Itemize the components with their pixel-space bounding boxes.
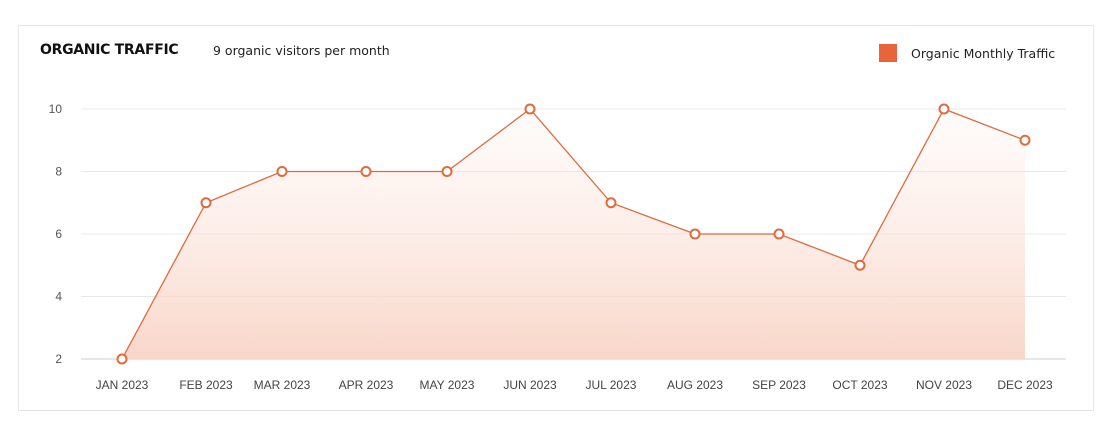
x-tick-label: APR 2023 bbox=[339, 378, 394, 392]
x-tick-label: AUG 2023 bbox=[667, 378, 723, 392]
y-tick-label: 4 bbox=[55, 290, 62, 304]
legend-swatch-icon bbox=[879, 44, 897, 62]
data-point-marker[interactable] bbox=[524, 103, 536, 115]
data-point-marker[interactable] bbox=[441, 166, 453, 177]
x-tick-label: NOV 2023 bbox=[916, 378, 972, 392]
x-tick-label: SEP 2023 bbox=[752, 378, 806, 392]
x-tick-label: JUN 2023 bbox=[503, 378, 557, 392]
data-point-marker[interactable] bbox=[854, 259, 866, 271]
x-tick-label: DEC 2023 bbox=[997, 378, 1053, 392]
y-tick-label: 8 bbox=[55, 165, 62, 179]
data-point-marker[interactable] bbox=[938, 103, 950, 115]
legend-label: Organic Monthly Traffic bbox=[911, 45, 1056, 61]
area-fill bbox=[122, 109, 1025, 359]
x-tick-label: MAY 2023 bbox=[420, 378, 475, 392]
data-point-marker[interactable] bbox=[773, 228, 785, 240]
x-tick-label: OCT 2023 bbox=[832, 378, 887, 392]
data-point-marker[interactable] bbox=[1019, 134, 1031, 146]
y-tick-label: 6 bbox=[55, 227, 62, 241]
x-tick-label: JAN 2023 bbox=[96, 378, 149, 392]
data-point-marker[interactable] bbox=[605, 197, 617, 209]
card-subtitle: 9 organic visitors per month bbox=[213, 43, 390, 58]
card-title: ORGANIC TRAFFIC bbox=[40, 42, 179, 58]
data-point-marker[interactable] bbox=[200, 197, 212, 209]
x-tick-label: MAR 2023 bbox=[254, 378, 311, 392]
data-point-marker[interactable] bbox=[360, 166, 372, 177]
y-tick-label: 2 bbox=[55, 352, 62, 366]
chart-legend[interactable]: Organic Monthly Traffic bbox=[879, 44, 1055, 62]
data-point-marker[interactable] bbox=[689, 228, 701, 240]
series-line bbox=[121, 108, 1026, 360]
y-tick-label: 10 bbox=[49, 102, 63, 116]
data-point-marker[interactable] bbox=[116, 353, 128, 365]
data-point-marker[interactable] bbox=[276, 166, 288, 177]
x-tick-label: FEB 2023 bbox=[179, 378, 233, 392]
x-tick-label: JUL 2023 bbox=[586, 378, 637, 392]
